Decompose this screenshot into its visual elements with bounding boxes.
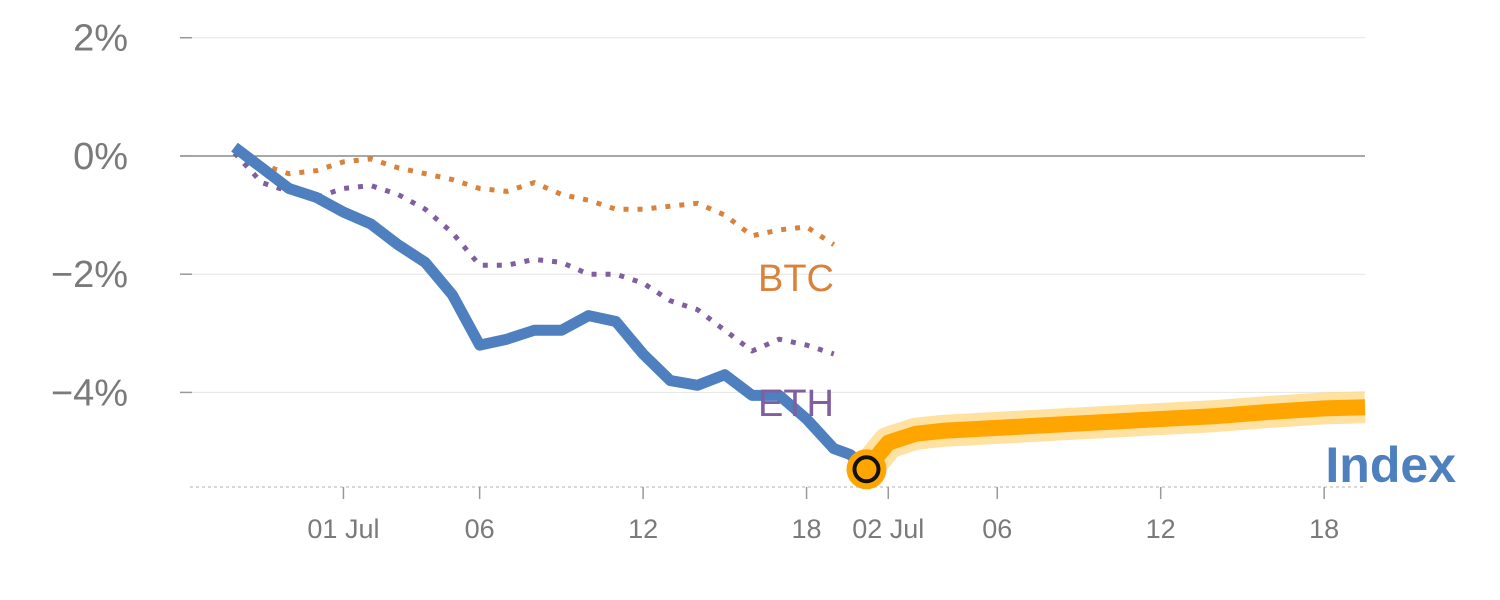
series-index-line (231, 142, 871, 474)
marker-halo (846, 449, 887, 490)
x-tick-label: 18 (1309, 514, 1339, 544)
x-tick-label: 18 (792, 514, 822, 544)
y-tick-label: −2% (51, 254, 128, 296)
series-eth-line (232, 151, 835, 357)
x-tick-label: 02 Jul (852, 514, 924, 544)
label-eth: ETH (758, 383, 834, 425)
current-point-marker (852, 455, 881, 484)
y-tick-label: 0% (73, 136, 128, 178)
series-btc-line (233, 147, 836, 247)
series-lines (231, 142, 1366, 480)
x-tick-label: 12 (628, 514, 658, 544)
x-tick-label: 06 (465, 514, 495, 544)
markers (846, 449, 887, 490)
x-tick-label: 01 Jul (307, 514, 379, 544)
y-tick-label: −4% (51, 372, 128, 414)
x-tick-label: 12 (1146, 514, 1176, 544)
y-axis: 2% 0% −2% −4% (51, 18, 192, 414)
series-labels: BTC ETH Index (758, 258, 1456, 493)
label-index: Index (1325, 437, 1456, 493)
x-axis: 01 Jul 06 12 18 02 Jul 06 12 18 (190, 486, 1365, 544)
series-forecast-line (860, 399, 1366, 475)
y-tick-label: 2% (73, 18, 128, 60)
label-btc: BTC (758, 258, 834, 300)
x-tick-label: 06 (982, 514, 1012, 544)
